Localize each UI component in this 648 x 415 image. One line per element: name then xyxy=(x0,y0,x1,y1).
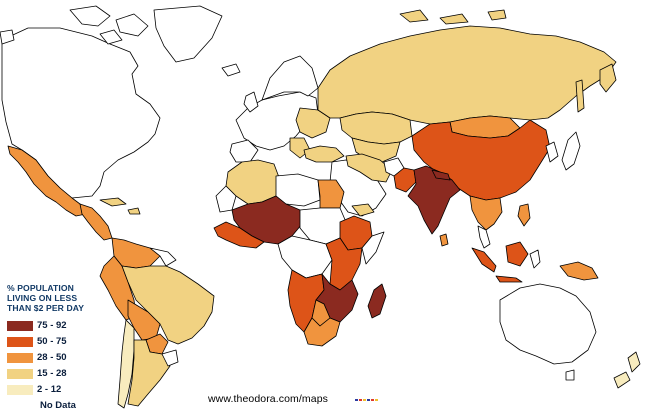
map-region-west-africa-coast xyxy=(213,221,265,249)
credit-dot xyxy=(371,399,374,401)
map-region-east-africa xyxy=(325,237,363,291)
legend-item: 50 - 75 xyxy=(7,335,132,351)
map-region-kazakhstan xyxy=(339,111,413,145)
legend-label: 2 - 12 xyxy=(37,384,62,395)
legend-item: 75 - 92 xyxy=(7,319,132,335)
map-region-tasmania xyxy=(565,369,575,381)
legend-swatch xyxy=(7,385,33,395)
map-region-nepal xyxy=(431,169,451,181)
legend-item: 2 - 12 xyxy=(7,383,132,399)
credit-dot xyxy=(375,399,378,401)
map-region-zambia-malawi-mozambique xyxy=(315,273,359,323)
legend-swatch xyxy=(7,369,33,379)
map-region-indonesia-java xyxy=(495,275,523,283)
map-region-indonesia-sumatra xyxy=(471,247,497,273)
legend-title: % POPULATION LIVING ON LESS THAN $2 PER … xyxy=(7,283,132,313)
legend-title-line: THAN $2 PER DAY xyxy=(7,303,85,313)
legend-item: 15 - 28 xyxy=(7,367,132,383)
map-legend: % POPULATION LIVING ON LESS THAN $2 PER … xyxy=(7,283,132,415)
map-region-new-zealand xyxy=(613,351,641,389)
legend-label: 75 - 92 xyxy=(37,320,67,331)
credit-dot xyxy=(367,399,370,401)
map-region-central-africa xyxy=(277,235,333,279)
map-region-kamchatka xyxy=(599,63,617,93)
legend-swatch xyxy=(7,321,33,331)
map-region-sri-lanka xyxy=(439,233,449,247)
map-region-sakhalin xyxy=(575,79,585,113)
map-region-guianas xyxy=(149,247,177,267)
map-region-turkey xyxy=(303,145,345,163)
map-region-russia xyxy=(317,25,617,125)
map-region-greenland xyxy=(153,5,223,63)
map-region-sulawesi xyxy=(529,249,541,269)
map-region-yemen xyxy=(351,203,375,217)
map-region-south-africa xyxy=(303,317,341,347)
map-region-iran xyxy=(345,153,393,183)
map-region-somalia xyxy=(361,231,385,265)
map-region-uruguay xyxy=(161,349,179,367)
credit-link[interactable]: www.theodora.com/maps xyxy=(208,393,328,405)
map-region-korea xyxy=(545,141,559,163)
legend-label: No Data xyxy=(40,400,76,411)
map-region-western-sahara xyxy=(215,185,237,213)
map-region-alaska-tip xyxy=(0,29,15,45)
map-region-papua xyxy=(559,261,599,281)
map-region-madagascar xyxy=(367,283,387,319)
legend-title-line: LIVING ON LESS xyxy=(7,293,78,303)
map-region-argentina xyxy=(127,339,171,407)
map-region-russia-islands xyxy=(399,9,507,25)
legend-swatch xyxy=(7,353,33,363)
map-region-brazil xyxy=(121,265,215,345)
legend-swatch xyxy=(7,337,33,347)
map-region-australia xyxy=(499,283,597,365)
map-region-caribbean xyxy=(99,197,141,215)
credit-dot xyxy=(359,399,362,401)
map-region-mexico xyxy=(7,145,87,217)
legend-item: 28 - 50 xyxy=(7,351,132,367)
legend-label: 15 - 28 xyxy=(37,368,67,379)
map-region-north-america xyxy=(1,27,161,199)
map-region-malay-peninsula xyxy=(477,225,491,249)
map-region-canada-islands xyxy=(69,5,149,45)
map-region-borneo xyxy=(505,241,529,267)
credit-dot xyxy=(363,399,366,401)
legend-items: 75 - 92 50 - 75 28 - 50 15 - 28 2 - 12 N… xyxy=(7,319,132,415)
map-region-scandinavia xyxy=(261,55,319,101)
legend-item-no-data: No Data xyxy=(7,399,132,415)
map-region-iceland xyxy=(221,63,241,77)
credit-color-dots xyxy=(355,399,378,401)
map-region-japan xyxy=(561,131,581,171)
map-region-indochina xyxy=(469,195,503,231)
map-region-central-america xyxy=(79,203,113,241)
map-region-philippines xyxy=(517,203,531,227)
legend-title-line: % POPULATION xyxy=(7,283,74,293)
credit-dot xyxy=(355,399,358,401)
map-region-uk xyxy=(243,91,259,113)
legend-label: 50 - 75 xyxy=(37,336,67,347)
legend-label: 28 - 50 xyxy=(37,352,67,363)
